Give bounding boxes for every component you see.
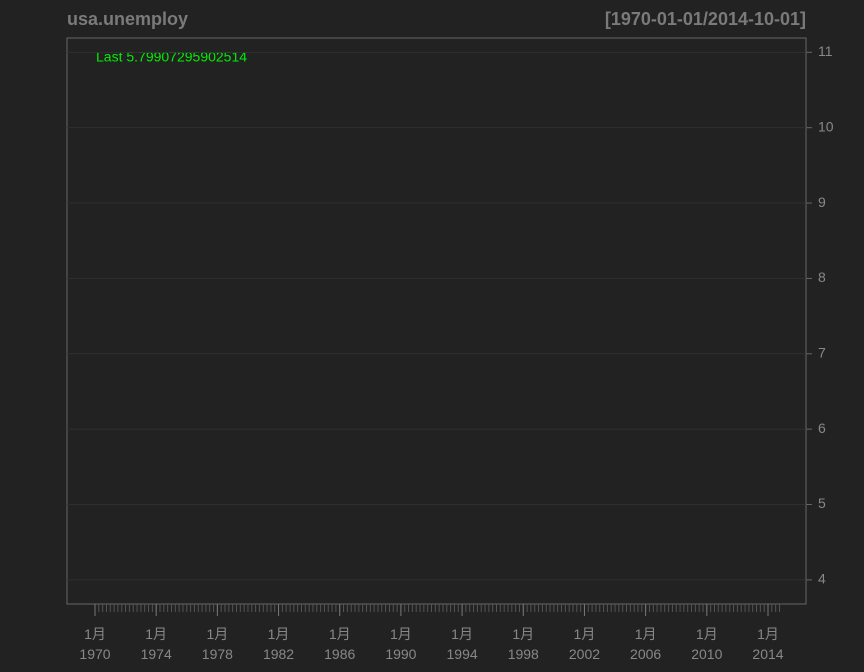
x-tick-label: 1月 1974 — [140, 626, 172, 662]
plot-frame — [66, 37, 807, 605]
x-tick-label: 1月 1998 — [507, 626, 539, 662]
y-tick-label: 6 — [818, 420, 826, 436]
x-tick-label: 1月 2014 — [752, 626, 784, 662]
y-tick-label: 11 — [818, 43, 833, 59]
x-tick-label: 1月 1994 — [446, 626, 478, 662]
x-tick-label: 1月 2002 — [568, 626, 601, 662]
y-tick-label: 9 — [818, 194, 826, 210]
x-tick-label: 1月 1970 — [79, 626, 111, 662]
x-tick-label: 1月 2006 — [630, 626, 662, 662]
last-value-label: Last 5.79907295902514 — [96, 49, 247, 65]
x-tick-label: 1月 1986 — [324, 626, 356, 662]
x-tick-label: 1月 2010 — [691, 626, 723, 662]
chart-title: usa.unemploy — [67, 9, 188, 29]
y-tick-label: 7 — [818, 344, 826, 360]
x-tick-label: 1月 1982 — [262, 626, 295, 662]
date-range: [1970-01-01/2014-10-01] — [605, 9, 806, 29]
y-tick-label: 8 — [818, 269, 826, 285]
x-tick-label: 1月 1990 — [385, 626, 417, 662]
y-tick-label: 5 — [818, 495, 826, 511]
y-tick-label: 4 — [818, 571, 826, 587]
y-tick-label: 10 — [818, 118, 834, 134]
x-tick-label: 1月 1978 — [201, 626, 233, 662]
